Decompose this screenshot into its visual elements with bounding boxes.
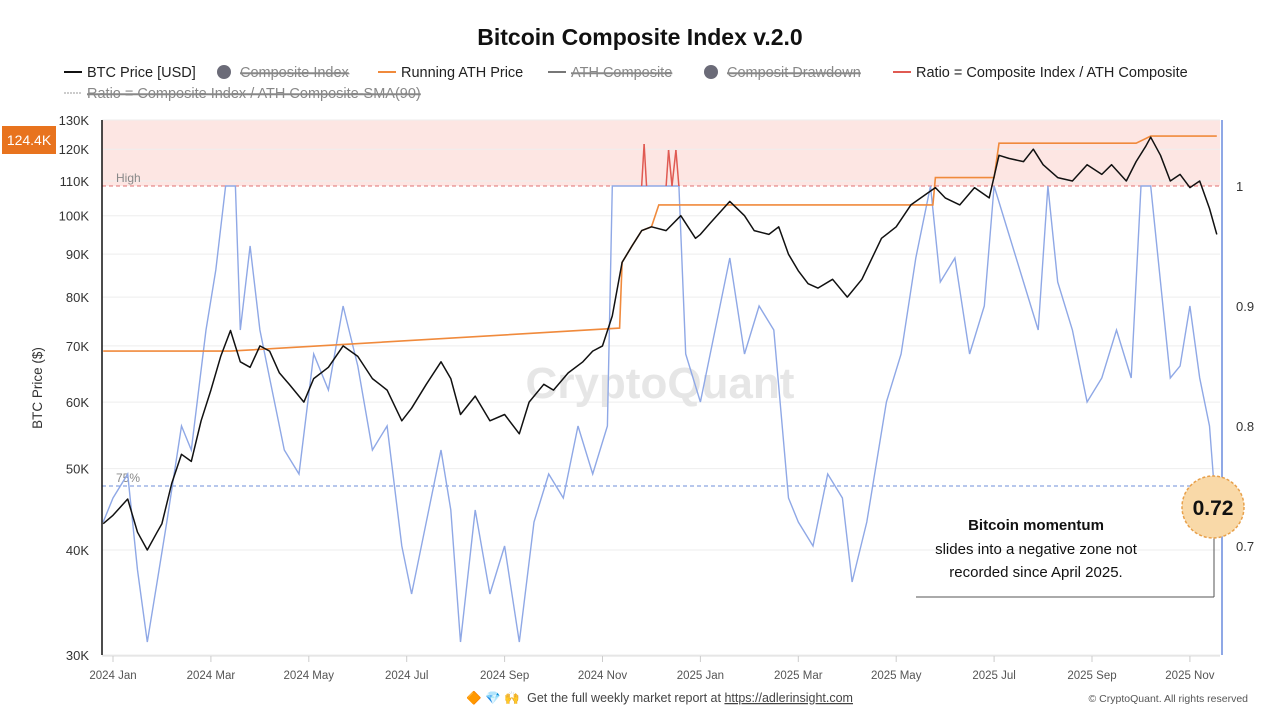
- legend-item[interactable]: ATH Composite: [548, 65, 673, 81]
- btc-price-line: [102, 136, 1218, 551]
- x-tick-label: 2025 Jan: [677, 670, 724, 682]
- current-ratio-label: 0.72: [1193, 497, 1234, 520]
- y-tick-label: 120K: [59, 142, 90, 157]
- annotation-box: Bitcoin momentum slides into a negative …: [916, 517, 1215, 598]
- promo-link[interactable]: https://adlerinsight.com: [724, 691, 853, 705]
- y-tick-label: 70K: [66, 339, 89, 354]
- y-tick-label: 130K: [59, 113, 90, 128]
- x-tick-label: 2025 May: [871, 670, 922, 682]
- chart-title: Bitcoin Composite Index v.2.0: [477, 24, 802, 50]
- footer: 🔶 💎 🙌 Get the full weekly market report …: [466, 690, 1248, 705]
- y-tick-label: 60K: [66, 395, 89, 410]
- promo-emojis: 🔶 💎 🙌: [466, 690, 520, 705]
- x-axis-ticks: 2024 Jan 2024 Mar 2024 May 2024 Jul 2024 Sep…: [89, 656, 1215, 682]
- running-ath-line: [103, 135, 1217, 352]
- y-tick-label: 110K: [60, 174, 90, 189]
- x-tick-label: 2024 Mar: [187, 670, 236, 682]
- legend: BTC Price [USD] Composite Index Running AT…: [64, 65, 1188, 102]
- y-tick-label: 80K: [66, 290, 89, 305]
- legend-label: Composite Index: [240, 65, 350, 81]
- ratio-above-high-segment: [675, 149, 680, 187]
- legend-label: BTC Price [USD]: [87, 65, 196, 81]
- promo-text: Get the full weekly market report at: [527, 691, 724, 705]
- x-tick-label: 2025 Nov: [1165, 670, 1214, 682]
- current-price-label: 124.4K: [7, 132, 52, 148]
- y-tick-label: 30K: [66, 648, 89, 663]
- y2-axis-ticks: 0.7 0.8 0.9 1: [1236, 179, 1254, 554]
- watermark: CryptoQuant: [526, 359, 795, 408]
- ratio-above-high-segment: [665, 149, 670, 187]
- y2-tick-label: 1: [1236, 179, 1243, 194]
- x-tick-label: 2024 Jan: [89, 670, 136, 682]
- current-price-badge: 124.4K: [2, 126, 56, 154]
- annotation-line1: slides into a negative zone not: [935, 541, 1138, 558]
- x-tick-label: 2024 Sep: [480, 670, 529, 682]
- legend-label: Ratio = Composite Index / ATH Composite: [916, 65, 1188, 81]
- x-tick-label: 2024 May: [284, 670, 335, 682]
- y-tick-label: 50K: [66, 462, 89, 477]
- ratio-above-high-segment: [671, 149, 677, 187]
- legend-label: Ratio = Composite Index / ATH Composite-…: [87, 86, 421, 102]
- ratio-line: [102, 185, 1218, 643]
- y-tick-label: 100K: [59, 209, 90, 224]
- copyright: © CryptoQuant. All rights reserved: [1089, 693, 1249, 705]
- svg-text:🔶 💎 🙌 Get the full we: 🔶 💎 🙌 Get the full weekly market report …: [466, 690, 853, 705]
- annotation-line2: recorded since April 2025.: [949, 564, 1122, 581]
- y-axis-ticks: 30K 40K 50K 60K 70K 80K 90K 100K 110K 120K 130K: [59, 113, 90, 663]
- legend-item[interactable]: Running ATH Price: [378, 65, 523, 81]
- legend-item[interactable]: BTC Price [USD]: [64, 65, 196, 81]
- ratio-above-high-segment: [667, 149, 673, 187]
- legend-label: ATH Composite: [571, 65, 672, 81]
- x-tick-label: 2025 Jul: [972, 670, 1015, 682]
- high-label: High: [116, 171, 141, 185]
- high-zone-band: [102, 120, 1220, 186]
- x-tick-label: 2025 Mar: [774, 670, 823, 682]
- y2-tick-label: 0.8: [1236, 419, 1254, 434]
- x-tick-label: 2024 Jul: [385, 670, 428, 682]
- legend-item[interactable]: Composite Index: [217, 65, 350, 81]
- gridlines: [102, 119, 1220, 656]
- current-ratio-marker: 0.72: [1181, 475, 1245, 539]
- plot-area: CryptoQuant High 75% 30K40K50K60K70K80K9…: [2, 113, 1254, 682]
- x-tick-label: 2025 Sep: [1067, 670, 1116, 682]
- series-group: [102, 135, 1218, 643]
- y-tick-label: 90K: [66, 247, 89, 262]
- y2-tick-label: 0.9: [1236, 299, 1254, 314]
- ratio-above-high-segment: [643, 143, 648, 187]
- legend-dot-icon: [217, 65, 231, 79]
- y-tick-label: 40K: [66, 543, 89, 558]
- legend-dot-icon: [704, 65, 718, 79]
- y-axis-label: BTC Price ($): [30, 347, 45, 429]
- legend-item[interactable]: Ratio = Composite Index / ATH Composite-…: [64, 86, 421, 102]
- legend-label: Running ATH Price: [401, 65, 523, 81]
- x-tick-label: 2024 Nov: [578, 670, 627, 682]
- annotation-title: Bitcoin momentum: [968, 517, 1104, 534]
- legend-label: Composit Drawdown: [727, 65, 861, 81]
- legend-item[interactable]: Ratio = Composite Index / ATH Composite: [893, 65, 1188, 81]
- ratio-above-high-segment: [640, 143, 645, 187]
- legend-item[interactable]: Composit Drawdown: [704, 65, 861, 81]
- y2-tick-label: 0.7: [1236, 539, 1254, 554]
